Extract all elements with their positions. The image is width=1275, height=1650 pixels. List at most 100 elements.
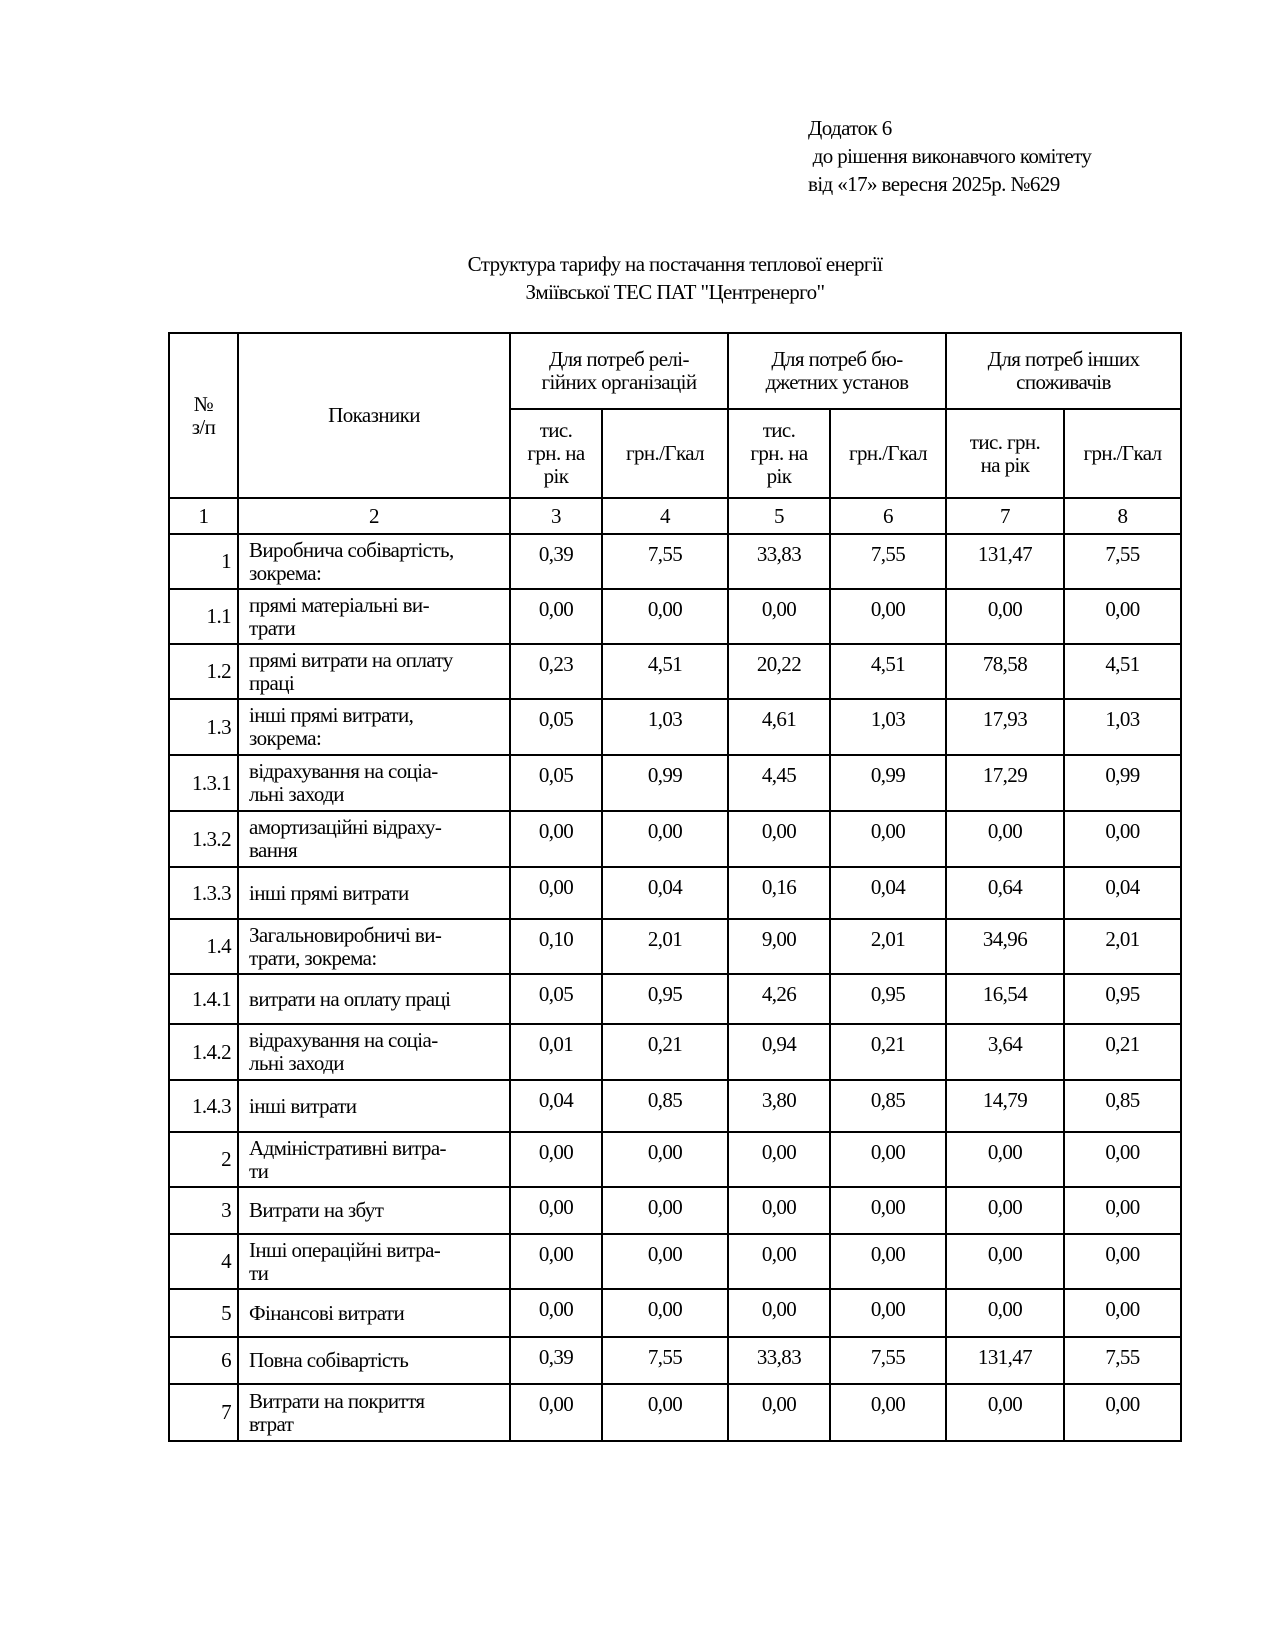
row-value: 131,47 xyxy=(945,1336,1065,1385)
row-value: 33,83 xyxy=(727,533,831,590)
row-value: 17,93 xyxy=(945,698,1065,756)
row-label: Повна собівартість xyxy=(237,1336,511,1385)
row-value: 0,05 xyxy=(509,754,603,812)
table-row: 1.4 Загальновиробничі ви- трати, зокрема:… xyxy=(168,918,1182,975)
row-label: Адміністративні витра- ти xyxy=(237,1131,511,1188)
row-number: 1.4.2 xyxy=(168,1023,239,1081)
row-value: 2,01 xyxy=(1063,918,1182,975)
row-value: 0,04 xyxy=(1063,866,1182,920)
row-label: Виробнича собівартість, зокрема: xyxy=(237,533,511,590)
table-row: 1.4.2 відрахування на соціа- льні заходи 0… xyxy=(168,1023,1182,1081)
row-value: 7,55 xyxy=(829,533,947,590)
row-value: 0,00 xyxy=(601,1383,729,1442)
row-value: 0,00 xyxy=(509,1131,603,1188)
row-value: 0,23 xyxy=(509,643,603,700)
row-value: 0,00 xyxy=(829,810,947,868)
row-value: 7,55 xyxy=(1063,1336,1182,1385)
header-subcolumn: тис. грн. на рік xyxy=(945,408,1065,499)
row-value: 0,01 xyxy=(509,1023,603,1081)
row-value: 0,64 xyxy=(945,866,1065,920)
row-value: 0,39 xyxy=(509,1336,603,1385)
row-number: 3 xyxy=(168,1186,239,1235)
row-value: 0,00 xyxy=(509,1288,603,1338)
row-number: 1.3 xyxy=(168,698,239,756)
row-value: 0,00 xyxy=(829,1288,947,1338)
row-value: 34,96 xyxy=(945,918,1065,975)
row-number: 1.3.3 xyxy=(168,866,239,920)
row-label: відрахування на соціа- льні заходи xyxy=(237,1023,511,1081)
row-value: 7,55 xyxy=(1063,533,1182,590)
row-value: 0,04 xyxy=(829,866,947,920)
row-value: 4,51 xyxy=(601,643,729,700)
row-value: 0,16 xyxy=(727,866,831,920)
row-value: 0,85 xyxy=(829,1079,947,1133)
row-value: 2,01 xyxy=(601,918,729,975)
header-subcolumn: тис. грн. на рік xyxy=(509,408,603,499)
row-value: 1,03 xyxy=(1063,698,1182,756)
row-value: 17,29 xyxy=(945,754,1065,812)
row-value: 0,21 xyxy=(601,1023,729,1081)
header-group: Для потреб бю- джетних установ xyxy=(727,332,947,410)
table-row: 1 Виробнича собівартість, зокрема: 0,39 7,5… xyxy=(168,533,1182,590)
table-row: 1.4.3 інші витрати 0,04 0,85 3,80 0,85 14,79 0,… xyxy=(168,1079,1182,1133)
column-number: 8 xyxy=(1063,497,1182,535)
row-label: амортизаційні відраху- вання xyxy=(237,810,511,868)
table-row: 1.3.1 відрахування на соціа- льні заходи… xyxy=(168,754,1182,812)
row-value: 0,00 xyxy=(509,1233,603,1290)
row-value: 78,58 xyxy=(945,643,1065,700)
table-row: 1.3 інші прямі витрати, зокрема: 0,05 1,03 4… xyxy=(168,698,1182,756)
row-label: Загальновиробничі ви- трати, зокрема: xyxy=(237,918,511,975)
row-value: 0,00 xyxy=(601,588,729,645)
row-value: 0,00 xyxy=(727,1186,831,1235)
row-value: 0,05 xyxy=(509,698,603,756)
row-value: 0,00 xyxy=(727,1131,831,1188)
row-value: 0,00 xyxy=(1063,588,1182,645)
row-value: 2,01 xyxy=(829,918,947,975)
row-value: 0,00 xyxy=(1063,1233,1182,1290)
row-value: 0,21 xyxy=(1063,1023,1182,1081)
row-value: 0,85 xyxy=(601,1079,729,1133)
header-group: Для потреб релі- гійних організацій xyxy=(509,332,729,410)
row-label: відрахування на соціа- льні заходи xyxy=(237,754,511,812)
column-number: 6 xyxy=(829,497,947,535)
header-subcolumn: грн./Гкал xyxy=(1063,408,1182,499)
title-line: Зміївської ТЕС ПАТ "Центренерго" xyxy=(525,280,826,304)
row-number: 4 xyxy=(168,1233,239,1290)
column-number: 5 xyxy=(727,497,831,535)
row-value: 0,00 xyxy=(601,1186,729,1235)
row-number: 6 xyxy=(168,1336,239,1385)
appendix-line: Додаток 6 xyxy=(808,116,892,140)
row-number: 1.4.3 xyxy=(168,1079,239,1133)
row-value: 0,00 xyxy=(1063,810,1182,868)
row-value: 0,04 xyxy=(509,1079,603,1133)
row-value: 0,00 xyxy=(829,1233,947,1290)
table-row: 1.3.2 амортизаційні відраху- вання 0,00 0,… xyxy=(168,810,1182,868)
row-value: 0,21 xyxy=(829,1023,947,1081)
appendix-line: до рішення виконавчого комітету xyxy=(808,144,1092,168)
row-number: 1.3.1 xyxy=(168,754,239,812)
row-number: 1.4 xyxy=(168,918,239,975)
row-value: 0,95 xyxy=(601,973,729,1025)
header-indicators: Показники xyxy=(237,332,511,499)
row-value: 0,04 xyxy=(601,866,729,920)
row-value: 0,00 xyxy=(727,1288,831,1338)
row-value: 1,03 xyxy=(829,698,947,756)
row-label: Фінансові витрати xyxy=(237,1288,511,1338)
header-no: № з/п xyxy=(168,332,239,499)
row-value: 1,03 xyxy=(601,698,729,756)
tariff-structure-table: № з/п Показники Для потреб релі- гійних ор… xyxy=(168,332,1182,1442)
row-number: 2 xyxy=(168,1131,239,1188)
table-row: 1.4.1 витрати на оплату праці 0,05 0,95 4,26… xyxy=(168,973,1182,1025)
row-value: 3,80 xyxy=(727,1079,831,1133)
table-row: 3 Витрати на збут 0,00 0,00 0,00 0,00 0,00 0,00 xyxy=(168,1186,1182,1235)
row-value: 0,00 xyxy=(1063,1288,1182,1338)
row-value: 0,99 xyxy=(829,754,947,812)
row-number: 1.3.2 xyxy=(168,810,239,868)
row-value: 0,00 xyxy=(601,1233,729,1290)
row-value: 9,00 xyxy=(727,918,831,975)
row-value: 0,00 xyxy=(509,1383,603,1442)
table-row: 5 Фінансові витрати 0,00 0,00 0,00 0,00 0,00 0,… xyxy=(168,1288,1182,1338)
row-label: Інші операційні витра- ти xyxy=(237,1233,511,1290)
row-value: 4,61 xyxy=(727,698,831,756)
